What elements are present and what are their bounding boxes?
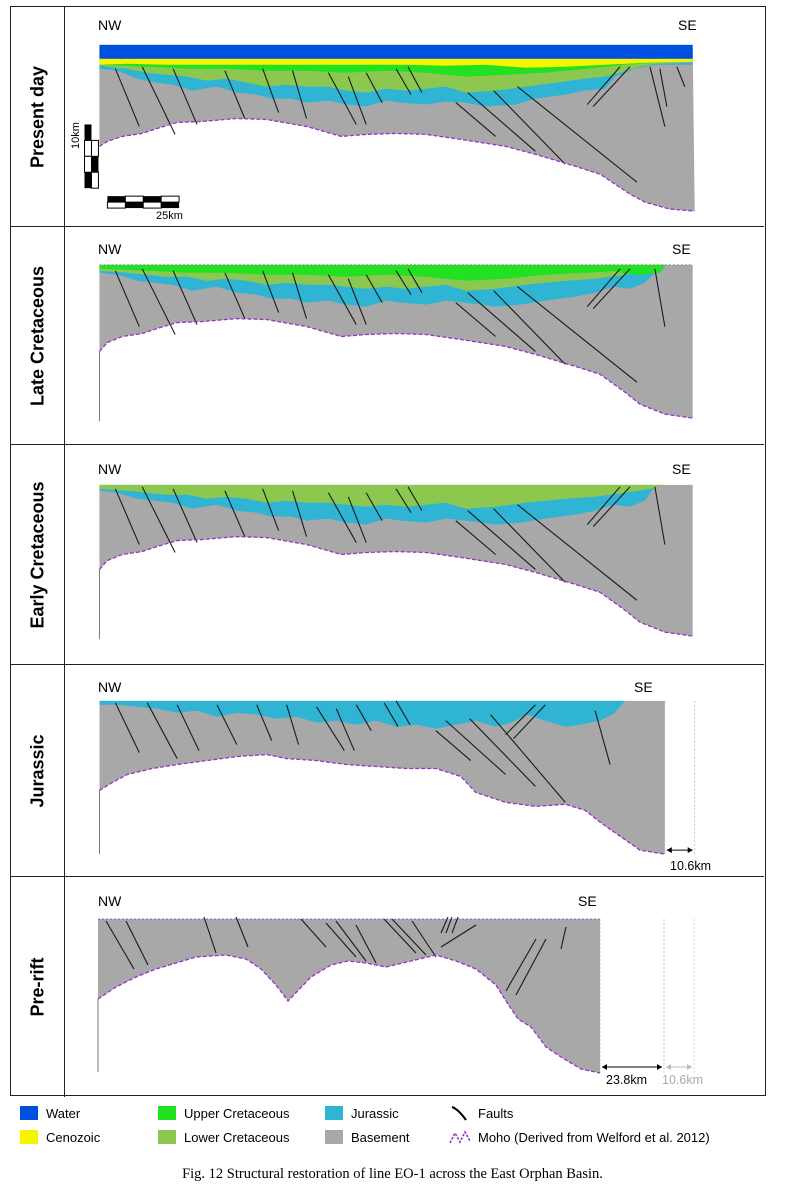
moho-dashed-line-icon bbox=[449, 1130, 471, 1144]
panel-early-cretaceous: Early Cretaceous NW SE bbox=[11, 445, 764, 665]
legend-item-upper-cretaceous: Upper Cretaceous bbox=[158, 1104, 290, 1122]
se-label: SE bbox=[672, 241, 691, 257]
extension-measurement: 10.6km bbox=[670, 859, 711, 873]
legend-item-cenozoic: Cenozoic bbox=[20, 1128, 100, 1146]
extension-measurement: 23.8km bbox=[606, 1073, 647, 1087]
nw-label: NW bbox=[98, 679, 122, 695]
scale-bar bbox=[84, 124, 180, 209]
panel-label: Pre-rift bbox=[27, 957, 47, 1017]
nw-label: NW bbox=[98, 893, 122, 909]
panel-label: Early Cretaceous bbox=[27, 480, 47, 629]
se-label: SE bbox=[634, 679, 653, 695]
cenozoic-swatch bbox=[20, 1130, 38, 1144]
panel-label-cell: Late Cretaceous bbox=[11, 227, 65, 444]
se-label: SE bbox=[578, 893, 597, 909]
cross-section-jurassic bbox=[98, 700, 696, 855]
nw-label: NW bbox=[98, 241, 122, 257]
panel-label-cell: Early Cretaceous bbox=[11, 445, 65, 664]
panel-label-cell: Jurassic bbox=[11, 665, 65, 876]
legend-item-lower-cretaceous: Lower Cretaceous bbox=[158, 1128, 290, 1146]
water-swatch bbox=[20, 1106, 38, 1120]
panel-label: Present day bbox=[27, 65, 47, 168]
lower-cretaceous-swatch bbox=[158, 1130, 176, 1144]
cross-section-early-cretaceous bbox=[98, 484, 693, 640]
panel-present-day: Present day bbox=[11, 7, 764, 227]
panel-label-cell: Pre-rift bbox=[11, 877, 65, 1097]
section-area: NW SE 23.8km 10.6km bbox=[66, 877, 764, 1097]
legend-item-water: Water bbox=[20, 1104, 80, 1122]
legend-item-moho: Moho (Derived from Welford et al. 2012) bbox=[448, 1128, 710, 1146]
cross-section-present bbox=[84, 44, 695, 212]
cross-section-pre-rift bbox=[97, 916, 695, 1074]
nw-label: NW bbox=[98, 17, 122, 33]
extension-arrow-faint bbox=[666, 1064, 692, 1070]
horizontal-scale-label: 25km bbox=[156, 210, 183, 222]
section-area: NW SE 10km 25km bbox=[66, 7, 764, 226]
panel-label: Late Cretaceous bbox=[27, 265, 47, 406]
panel-label: Jurassic bbox=[27, 733, 47, 808]
legend-item-faults: Faults bbox=[448, 1104, 513, 1122]
restoration-figure: Present day bbox=[10, 6, 766, 1097]
section-area: NW SE 10.6km bbox=[66, 665, 764, 876]
legend: Water Cenozoic Upper Cretaceous Lower Cr… bbox=[20, 1104, 780, 1152]
se-label: SE bbox=[672, 461, 691, 477]
panel-jurassic: Jurassic bbox=[11, 665, 764, 877]
basement-swatch bbox=[325, 1130, 343, 1144]
extension-arrow bbox=[666, 847, 693, 854]
cross-section-late-cretaceous bbox=[98, 264, 693, 422]
fault-line-icon bbox=[451, 1106, 467, 1121]
upper-cretaceous-swatch bbox=[158, 1106, 176, 1120]
section-area: NW SE bbox=[66, 227, 764, 444]
legend-item-basement: Basement bbox=[325, 1128, 410, 1146]
nw-label: NW bbox=[98, 461, 122, 477]
se-label: SE bbox=[678, 17, 697, 33]
panel-late-cretaceous: Late Cretaceous NW SE bbox=[11, 227, 764, 445]
panel-label-cell: Present day bbox=[11, 7, 65, 226]
jurassic-swatch bbox=[325, 1106, 343, 1120]
panel-pre-rift: Pre-rift bbox=[11, 877, 764, 1097]
extension-measurement-faint: 10.6km bbox=[662, 1073, 703, 1087]
vertical-scale-label: 10km bbox=[70, 122, 82, 149]
legend-item-jurassic: Jurassic bbox=[325, 1104, 399, 1122]
figure-caption: Fig. 12 Structural restoration of line E… bbox=[182, 1166, 603, 1182]
section-area: NW SE bbox=[66, 445, 764, 664]
extension-arrow bbox=[602, 1064, 662, 1070]
